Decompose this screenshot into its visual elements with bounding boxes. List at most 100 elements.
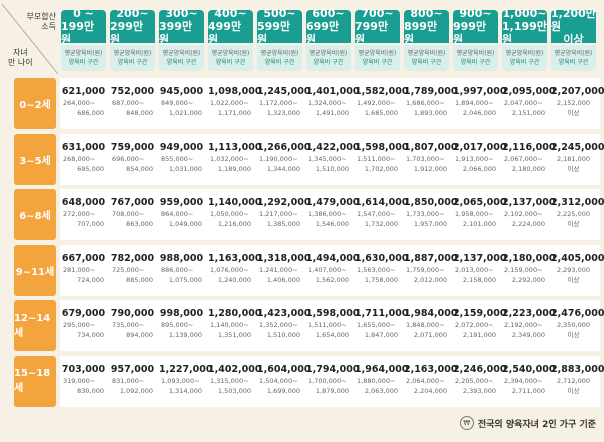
average-cost: 1,997,000: [453, 86, 507, 97]
range-end: 1,702,000: [364, 164, 398, 173]
range-start: 1,032,000~: [210, 154, 249, 163]
age-label: 6~8세: [14, 189, 56, 240]
age-axis-label: 자녀 만 나이: [8, 48, 33, 67]
subheader-8: 평균양육비(원) 양육비 구간: [453, 45, 498, 71]
average-cost: 1,711,000: [355, 308, 409, 319]
average-cost: 631,000: [61, 141, 106, 153]
average-cost: 2,405,000: [551, 252, 604, 264]
cost-cell: 1,318,000 1,241,000~ 1,406,000: [257, 252, 311, 285]
average-cost: 2,180,000: [502, 252, 556, 264]
range-end: 1,031,000: [168, 164, 202, 173]
cost-cell: 1,494,000 1,407,000~ 1,562,000: [306, 253, 360, 285]
table-row: [60, 244, 600, 296]
range-start: 1,733,000~: [406, 210, 445, 218]
cost-cell: 2,312,000 2,225,000 이상: [551, 197, 604, 229]
cost-cell: 2,116,000 2,067,000~ 2,180,000: [502, 142, 556, 174]
average-cost: 2,245,000: [551, 141, 604, 153]
range-start: 1,492,000~: [357, 99, 396, 107]
average-cost: 1,984,000: [404, 308, 458, 319]
cost-cell: 998,000 895,000~ 1,139,000: [159, 308, 204, 340]
cost-cell: 1,401,000 1,324,000~ 1,491,000: [306, 86, 360, 118]
range-end: 이상: [567, 331, 580, 339]
average-cost: 1,318,000: [257, 252, 311, 264]
subheader-6: 평균양육비(원) 양육비 구간: [355, 45, 400, 71]
cost-cell: 1,402,000 1,315,000~ 1,503,000: [208, 364, 262, 396]
cost-cell: 759,000 696,000~ 854,000: [110, 142, 155, 174]
cost-cell: 2,095,000 2,047,000~ 2,151,000: [502, 86, 556, 118]
range-start: 2,072,000~: [455, 321, 494, 329]
range-start: 2,225,000: [556, 210, 591, 218]
cost-cell: 752,000 687,000~ 848,000: [110, 86, 155, 118]
range-start: 735,000~: [112, 321, 145, 329]
range-end: 1,189,000: [217, 164, 251, 173]
table-corner: 부모합산 소득 자녀 만 나이: [0, 0, 60, 76]
average-cost: 1,807,000: [404, 141, 458, 153]
range-end: 2,292,000: [511, 275, 545, 284]
cost-cell: 1,098,000 1,022,000~ 1,171,000: [208, 86, 262, 118]
average-cost: 2,137,000: [502, 197, 556, 208]
range-end: 1,912,000: [413, 164, 447, 173]
range-end: 1,893,000: [413, 109, 447, 117]
range-start: 1,511,000~: [357, 154, 396, 163]
range-end: 2,151,000: [511, 109, 545, 117]
cost-cell: 648,000 272,000~ 707,000: [61, 197, 106, 229]
range-end: 848,000: [126, 109, 153, 117]
average-cost: 1,401,000: [306, 86, 360, 97]
cost-cell: 988,000 886,000~ 1,075,000: [159, 253, 204, 285]
range-start: 1,172,000~: [259, 99, 298, 107]
range-start: 1,324,000~: [308, 99, 347, 107]
range-start: 1,958,000~: [455, 210, 494, 218]
range-end: 1,847,000: [364, 331, 398, 339]
age-label: 0~2세: [14, 78, 56, 129]
range-end: 2,204,000: [413, 386, 447, 395]
range-start: 2,394,000~: [504, 376, 543, 385]
cost-cell: 2,405,000 2,293,000 이상: [551, 252, 604, 285]
range-end: 734,000: [77, 331, 104, 339]
footnote: ₩ 전국의 양육자녀 2인 가구 기준: [459, 416, 596, 430]
subheader-0: 평균양육비(원) 양육비 구간: [61, 45, 106, 71]
range-end: 이상: [567, 275, 580, 284]
range-end: 1,879,000: [315, 386, 349, 395]
average-cost: 957,000: [110, 363, 155, 375]
average-cost: 1,614,000: [355, 197, 409, 208]
income-header-2: 300~ 399만 원: [159, 7, 204, 46]
range-end: 830,000: [77, 386, 104, 395]
range-start: 1,386,000~: [308, 210, 347, 218]
income-header-1: 200~ 299만 원: [110, 7, 155, 46]
corner-divider: [1, 3, 59, 75]
cost-cell: 1,598,000 1,511,000~ 1,702,000: [355, 142, 409, 174]
cost-cell: 2,180,000 2,159,000~ 2,292,000: [502, 252, 556, 285]
cost-cell: 1,140,000 1,050,000~ 1,216,000: [208, 197, 262, 229]
range-start: 2,192,000~: [504, 321, 543, 329]
cost-cell: 1,113,000 1,032,000~ 1,189,000: [208, 142, 262, 174]
range-start: 272,000~: [63, 210, 96, 218]
range-start: 295,000~: [63, 321, 96, 329]
average-cost: 679,000: [61, 308, 106, 319]
average-cost: 1,630,000: [355, 252, 409, 264]
average-cost: 2,207,000: [551, 86, 604, 97]
cost-cell: 959,000 864,000~ 1,049,000: [159, 197, 204, 229]
range-start: 264,000~: [63, 99, 96, 107]
average-cost: 2,540,000: [502, 363, 556, 375]
range-start: 1,703,000~: [406, 154, 445, 163]
range-end: 1,510,000: [315, 164, 349, 173]
range-end: 2,101,000: [462, 220, 496, 228]
average-cost: 1,887,000: [404, 252, 458, 264]
cost-cell: 621,000 264,000~ 686,000: [61, 86, 106, 118]
cost-cell: 1,711,000 1,655,000~ 1,847,000: [355, 308, 409, 340]
subheader-1: 평균양육비(원) 양육비 구간: [110, 45, 155, 71]
range-start: 1,686,000~: [406, 99, 445, 107]
average-cost: 782,000: [110, 252, 155, 264]
cost-cell: 2,883,000 2,712,000 이상: [551, 364, 604, 396]
range-start: 1,504,000~: [259, 376, 298, 385]
range-end: 2,063,000: [364, 386, 398, 395]
cost-cell: 667,000 281,000~ 724,000: [61, 253, 106, 285]
subheader-7: 평균양육비(원) 양육비 구간: [404, 45, 449, 71]
range-start: 687,000~: [112, 99, 145, 107]
average-cost: 2,065,000: [453, 197, 507, 208]
range-start: 1,407,000~: [308, 265, 347, 274]
range-end: 1,139,000: [168, 331, 202, 339]
cost-cell: 2,223,000 2,192,000~ 2,349,000: [502, 308, 556, 340]
age-label: 9~11세: [14, 244, 56, 296]
income-header-0: 0 ~199만 원: [61, 7, 106, 46]
